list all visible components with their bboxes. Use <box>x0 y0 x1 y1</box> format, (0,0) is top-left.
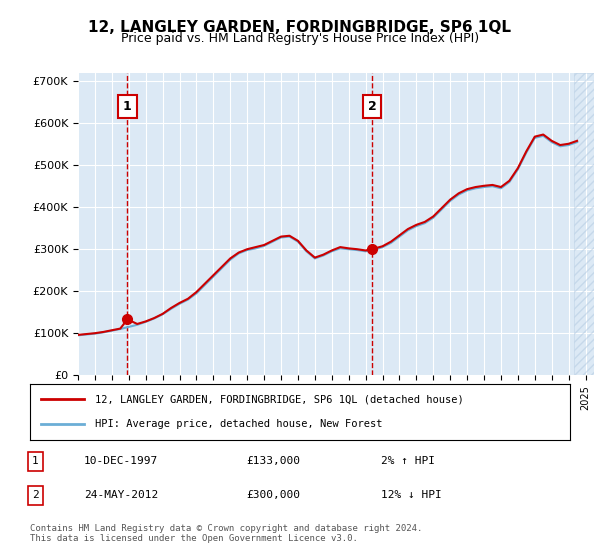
Text: 2: 2 <box>32 491 39 500</box>
Text: 12, LANGLEY GARDEN, FORDINGBRIDGE, SP6 1QL: 12, LANGLEY GARDEN, FORDINGBRIDGE, SP6 1… <box>89 20 511 35</box>
Text: HPI: Average price, detached house, New Forest: HPI: Average price, detached house, New … <box>95 419 382 429</box>
Text: 12, LANGLEY GARDEN, FORDINGBRIDGE, SP6 1QL (detached house): 12, LANGLEY GARDEN, FORDINGBRIDGE, SP6 1… <box>95 394 464 404</box>
Text: 1: 1 <box>123 100 132 113</box>
Text: 12% ↓ HPI: 12% ↓ HPI <box>381 491 442 500</box>
Text: 10-DEC-1997: 10-DEC-1997 <box>84 456 158 466</box>
Text: 2% ↑ HPI: 2% ↑ HPI <box>381 456 435 466</box>
Text: £300,000: £300,000 <box>246 491 300 500</box>
Text: £133,000: £133,000 <box>246 456 300 466</box>
Text: 24-MAY-2012: 24-MAY-2012 <box>84 491 158 500</box>
Text: Price paid vs. HM Land Registry's House Price Index (HPI): Price paid vs. HM Land Registry's House … <box>121 32 479 45</box>
Text: Contains HM Land Registry data © Crown copyright and database right 2024.
This d: Contains HM Land Registry data © Crown c… <box>30 524 422 543</box>
Text: 1: 1 <box>32 456 39 466</box>
Text: 2: 2 <box>368 100 376 113</box>
